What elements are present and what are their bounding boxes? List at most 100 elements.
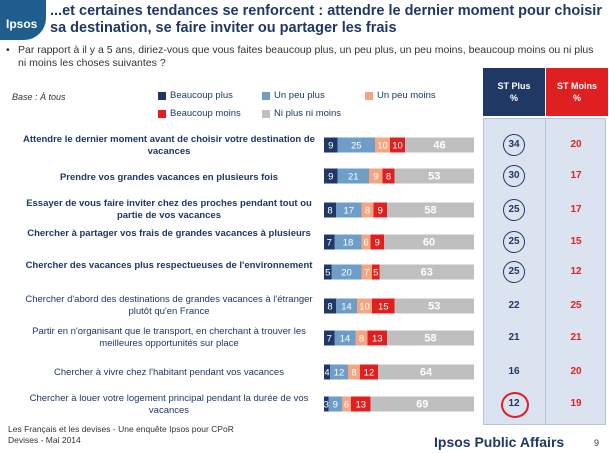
bar-value-label: 63	[421, 267, 433, 279]
bar-value-label: 53	[428, 171, 440, 183]
st-moins-value: 15	[570, 236, 582, 247]
legend-label: Beaucoup moins	[170, 108, 241, 119]
page-number: 9	[594, 438, 600, 448]
bar-segment	[387, 202, 474, 218]
bar-segment	[334, 234, 362, 250]
st-plus-header-unit: %	[509, 93, 518, 103]
bar-value-label: 18	[343, 238, 354, 249]
bar-value-label: 10	[392, 141, 403, 152]
bar-segment	[378, 364, 474, 380]
bar-value-label: 60	[423, 237, 435, 249]
question-text: Par rapport à il y a 5 ans, diriez-vous …	[18, 44, 594, 69]
row-label: Chercher à partager vos frais de grandes…	[27, 228, 311, 239]
brand-name: Ipsos Public Affairs	[434, 434, 565, 450]
bar-value-label: 14	[340, 334, 351, 345]
bar-value-label: 13	[372, 334, 383, 345]
bar-value-label: 5	[325, 268, 330, 279]
highlight-circle	[503, 231, 525, 253]
st-plus-value: 16	[508, 366, 520, 377]
bar-value-label: 9	[328, 172, 333, 183]
highlight-circle	[503, 165, 525, 187]
st-moins-value: 17	[570, 170, 582, 181]
legend-swatch	[262, 109, 270, 118]
legend-swatch	[365, 91, 373, 100]
row-label: Chercher à louer votre logement principa…	[29, 393, 309, 416]
bar-value-label: 21	[348, 172, 359, 183]
legend-swatch	[158, 109, 166, 118]
bar-value-label: 10	[377, 141, 388, 152]
legend-item: Beaucoup plus	[158, 90, 233, 101]
bar-segment	[361, 202, 374, 218]
bar-segment	[324, 137, 338, 153]
bar-value-label: 58	[424, 205, 436, 217]
bar-segment	[375, 137, 390, 153]
bullet-icon: •	[6, 44, 10, 56]
bar-segment	[384, 234, 474, 250]
legend-item: Un peu moins	[365, 90, 436, 101]
st-moins-value: 20	[570, 139, 582, 150]
bar-segment	[328, 396, 342, 412]
base-note: Base : À tous	[12, 92, 66, 102]
bar-value-label: 8	[327, 302, 332, 313]
bar-segment	[342, 396, 351, 412]
bar-segment	[370, 234, 384, 250]
ipsos-logo: Ipsos	[0, 0, 46, 40]
highlight-circle	[503, 199, 525, 221]
footer-line1: Les Français et les devises - Une enquêt…	[8, 424, 234, 434]
bar-segment	[348, 364, 360, 380]
bar-value-label: 7	[327, 238, 332, 249]
st-moins-value: 25	[570, 300, 582, 311]
bar-segment	[337, 137, 375, 153]
st-moins-value: 20	[570, 366, 582, 377]
footer-line2: Devises - Mai 2014	[8, 435, 81, 445]
row-label: Chercher d'abord des destinations de gra…	[25, 294, 313, 317]
summary-divider	[545, 118, 546, 425]
bar-segment	[337, 168, 369, 184]
bar-segment	[372, 298, 395, 314]
bar-value-label: 9	[328, 141, 333, 152]
bar-value-label: 64	[420, 367, 433, 379]
bar-segment	[324, 364, 330, 380]
bar-segment	[360, 364, 378, 380]
highlight-circle	[503, 261, 525, 283]
st-moins-header: ST Moins %	[546, 68, 608, 116]
st-plus-value: 22	[508, 300, 520, 311]
bar-segment	[324, 330, 335, 346]
bar-segment	[334, 330, 356, 346]
bar-value-label: 9	[333, 400, 338, 411]
legend-label: Un peu moins	[377, 90, 436, 101]
red-highlight-circle	[501, 392, 529, 418]
bar-value-label: 6	[363, 238, 368, 249]
row-label: Attendre le dernier moment avant de choi…	[23, 134, 315, 157]
bar-value-label: 8	[386, 172, 391, 183]
bar-value-label: 9	[373, 172, 378, 183]
bar-value-label: 58	[424, 333, 436, 345]
row-label: Chercher des vacances plus respectueuses…	[25, 260, 313, 271]
bar-segment	[330, 364, 348, 380]
bar-segment	[324, 168, 338, 184]
bar-segment	[324, 396, 329, 412]
bar-value-label: 46	[433, 140, 445, 152]
bar-value-label: 12	[364, 368, 375, 379]
bar-value-label: 53	[428, 301, 440, 313]
row-label: Essayer de vous faire inviter chez des p…	[26, 198, 312, 221]
st-moins-value: 17	[570, 204, 582, 215]
bar-value-label: 8	[359, 334, 364, 345]
bar-value-label: 8	[365, 206, 370, 217]
bar-segment	[336, 202, 362, 218]
bar-value-label: 15	[378, 302, 389, 313]
bar-segment	[355, 330, 368, 346]
bar-value-label: 25	[351, 141, 362, 152]
bar-value-label: 8	[351, 368, 356, 379]
logo-text: Ipsos	[6, 17, 38, 31]
bar-segment	[405, 137, 474, 153]
bar-segment	[390, 137, 405, 153]
st-plus-value: 21	[508, 332, 520, 343]
bar-value-label: 20	[341, 268, 352, 279]
bar-segment	[324, 298, 336, 314]
bar-segment	[324, 264, 332, 280]
bar-value-label: 4	[324, 368, 329, 379]
st-moins-value: 21	[570, 332, 582, 343]
st-moins-value: 12	[570, 266, 582, 277]
